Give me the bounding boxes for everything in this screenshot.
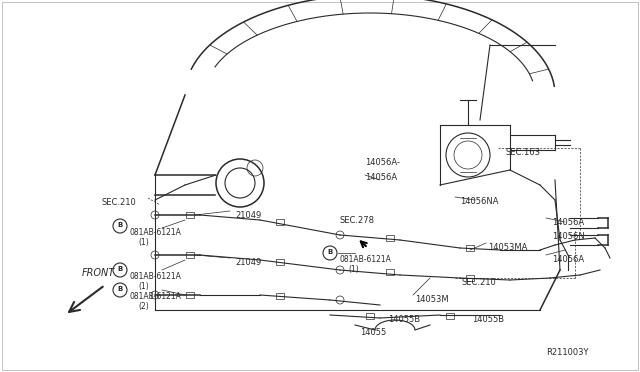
Text: B: B [328, 249, 333, 255]
Text: (1): (1) [138, 282, 148, 291]
Text: B: B [117, 286, 123, 292]
Text: SEC.210: SEC.210 [462, 278, 497, 287]
Bar [386, 269, 394, 275]
Text: (1): (1) [348, 265, 359, 274]
Text: B: B [117, 266, 123, 272]
Text: R211003Y: R211003Y [546, 348, 589, 357]
Bar [186, 252, 194, 258]
Bar [446, 313, 454, 319]
Text: 14053MA: 14053MA [488, 243, 527, 252]
Text: SEC.278: SEC.278 [340, 216, 375, 225]
Bar [186, 292, 194, 298]
Text: 14056A-: 14056A- [365, 158, 400, 167]
Text: (1): (1) [138, 238, 148, 247]
Text: 14056NA: 14056NA [460, 197, 499, 206]
Text: 14056A: 14056A [552, 255, 584, 264]
Text: FRONT: FRONT [82, 268, 115, 278]
Text: SEC.163: SEC.163 [505, 148, 540, 157]
FancyArrowPatch shape [69, 287, 103, 312]
Text: 14056A: 14056A [365, 173, 397, 182]
Text: 14053M: 14053M [415, 295, 449, 304]
Bar [276, 293, 284, 299]
Text: B: B [117, 222, 123, 228]
Bar [276, 259, 284, 265]
Bar [466, 275, 474, 281]
Text: 081AB-6121A: 081AB-6121A [130, 272, 182, 281]
Bar [186, 212, 194, 218]
Text: 21049: 21049 [235, 258, 261, 267]
Text: 14056A: 14056A [552, 218, 584, 227]
Text: 14056N: 14056N [552, 232, 585, 241]
Text: (2): (2) [138, 302, 148, 311]
Bar [466, 245, 474, 251]
Text: 14055B: 14055B [472, 315, 504, 324]
Bar [366, 313, 374, 319]
Text: 14055B: 14055B [388, 315, 420, 324]
Bar [386, 235, 394, 241]
Text: 081AB-6121A: 081AB-6121A [130, 292, 182, 301]
Text: 081AB-6121A: 081AB-6121A [340, 255, 392, 264]
Text: SEC.210: SEC.210 [102, 198, 137, 207]
Bar [276, 219, 284, 225]
Text: 21049: 21049 [235, 211, 261, 220]
Text: 081AB-6121A: 081AB-6121A [130, 228, 182, 237]
Text: 14055: 14055 [360, 328, 387, 337]
